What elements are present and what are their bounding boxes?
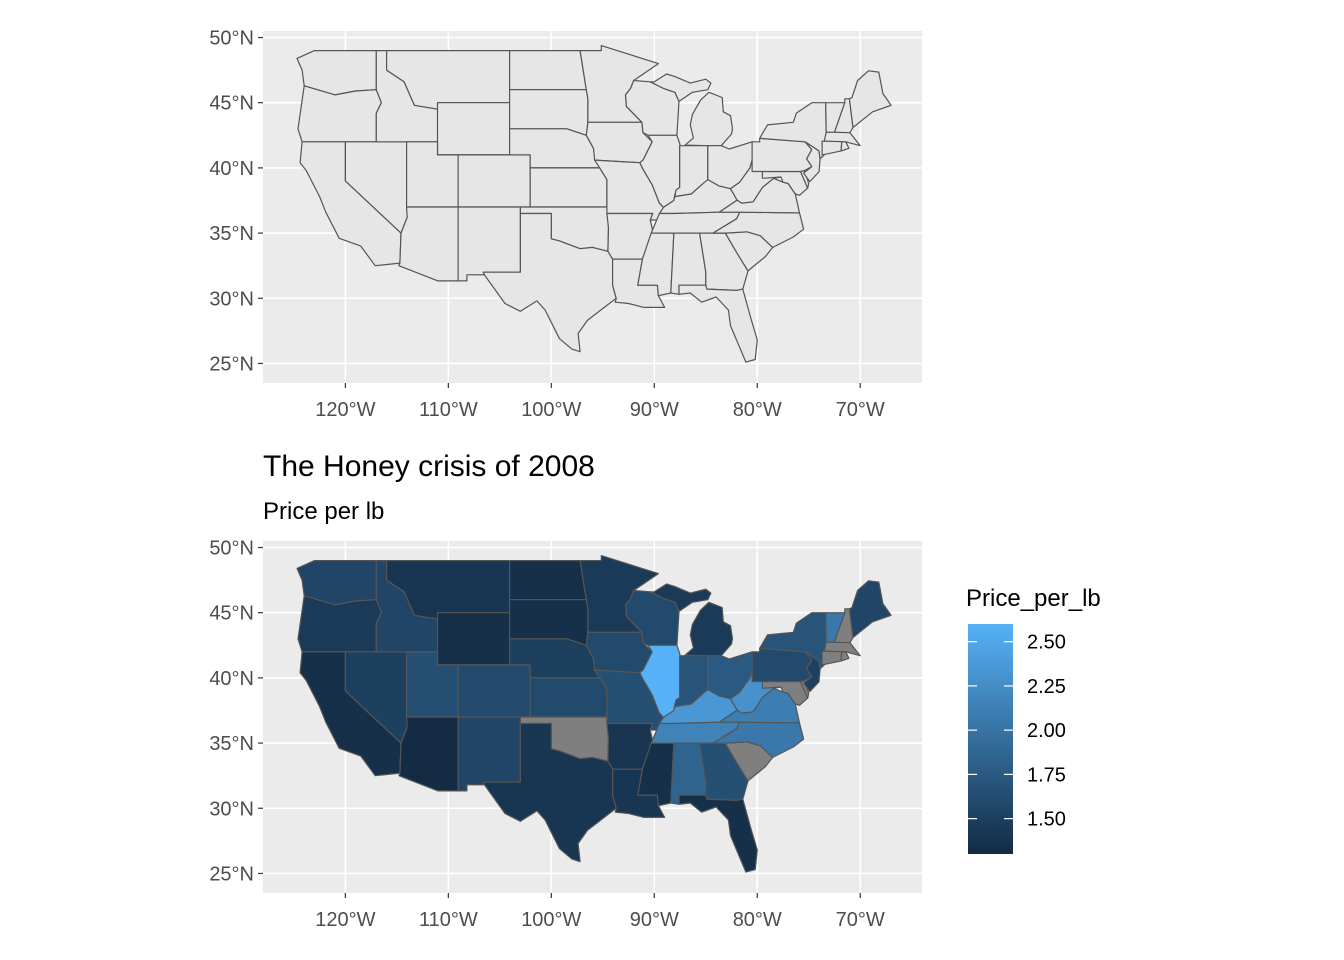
chart-title: The Honey crisis of 2008: [263, 450, 595, 483]
state-tx: [482, 212, 617, 353]
latitude-tick-label: 30°N: [209, 798, 254, 820]
state-ri: [840, 141, 850, 152]
state-mi: [684, 601, 734, 657]
legend-tick-label: 1.75: [1027, 764, 1066, 786]
latitude-tick-label: 45°N: [209, 603, 254, 625]
state-co: [457, 664, 531, 718]
longitude-tick-label: 80°W: [733, 399, 782, 421]
legend-tick-label: 2.50: [1027, 632, 1066, 654]
state-ks: [529, 167, 608, 208]
state-nm: [457, 206, 522, 282]
state-nc: [712, 211, 805, 248]
legend-tick-label: 2.25: [1027, 676, 1066, 698]
us-states-map-panel: 25°N 30°N 35°N 40°N 45°N 50°N 120°W 110°W 100°W…: [209, 28, 922, 421]
latitude-tick-label: 50°N: [209, 28, 254, 50]
latitude-axis: 25°N 30°N 35°N 40°N 45°N 50°N: [209, 28, 263, 375]
state-nd: [509, 559, 587, 601]
state-ks: [529, 677, 608, 718]
price-legend: Price_per_lb 1.50 1.75 2.00 2.25 2.50: [966, 585, 1101, 854]
state-fl: [678, 284, 758, 363]
state-shapes: [296, 44, 892, 363]
state-pa: [751, 137, 813, 173]
latitude-axis: 25°N 30°N 35°N 40°N 45°N 50°N: [209, 538, 263, 885]
state-or: [297, 85, 382, 143]
state-nd: [509, 49, 587, 91]
longitude-tick-label: 100°W: [521, 399, 581, 421]
longitude-axis: 120°W 110°W 100°W 90°W 80°W 70°W: [315, 893, 885, 931]
state-nm: [457, 716, 522, 792]
longitude-tick-label: 120°W: [315, 909, 375, 931]
latitude-tick-label: 25°N: [209, 863, 254, 885]
latitude-tick-label: 35°N: [209, 223, 254, 245]
state-ri: [840, 651, 850, 662]
longitude-tick-label: 100°W: [521, 909, 581, 931]
state-me: [848, 70, 892, 129]
state-co: [457, 154, 531, 208]
legend-colorbar: [968, 624, 1013, 854]
latitude-tick-label: 40°N: [209, 668, 254, 690]
legend-title: Price_per_lb: [966, 585, 1101, 612]
longitude-tick-label: 110°W: [419, 909, 478, 931]
state-nc: [712, 721, 805, 759]
state-wy: [436, 612, 511, 666]
latitude-tick-label: 25°N: [209, 353, 254, 375]
longitude-tick-label: 80°W: [733, 909, 782, 931]
longitude-tick-label: 70°W: [836, 909, 885, 931]
latitude-tick-label: 45°N: [209, 93, 254, 115]
state-mi: [684, 91, 734, 147]
state-or: [297, 595, 382, 653]
legend-tick-label: 1.50: [1027, 809, 1066, 831]
state-wy: [436, 102, 511, 156]
latitude-tick-label: 35°N: [209, 733, 254, 755]
state-tx: [482, 722, 617, 863]
legend-tick-label: 2.00: [1027, 720, 1066, 742]
chart-subtitle: Price per lb: [263, 498, 384, 525]
state-mi: [649, 73, 712, 103]
state-fl: [678, 794, 758, 873]
longitude-tick-label: 90°W: [630, 909, 679, 931]
state-shapes: [296, 554, 892, 873]
honey-price-choropleth-panel: 25°N 30°N 35°N 40°N 45°N 50°N 120°W 110°W 100°W…: [209, 538, 922, 931]
latitude-tick-label: 30°N: [209, 288, 254, 310]
state-pa: [751, 647, 813, 683]
longitude-tick-label: 70°W: [836, 399, 885, 421]
longitude-tick-label: 110°W: [419, 399, 478, 421]
longitude-tick-label: 120°W: [315, 399, 375, 421]
latitude-tick-label: 50°N: [209, 538, 254, 560]
longitude-tick-label: 90°W: [630, 399, 679, 421]
latitude-tick-label: 40°N: [209, 158, 254, 180]
state-me: [848, 580, 892, 639]
longitude-axis: 120°W 110°W 100°W 90°W 80°W 70°W: [315, 383, 885, 421]
state-mi: [649, 583, 712, 613]
legend-ticks: 1.50 1.75 2.00 2.25 2.50: [968, 632, 1066, 831]
